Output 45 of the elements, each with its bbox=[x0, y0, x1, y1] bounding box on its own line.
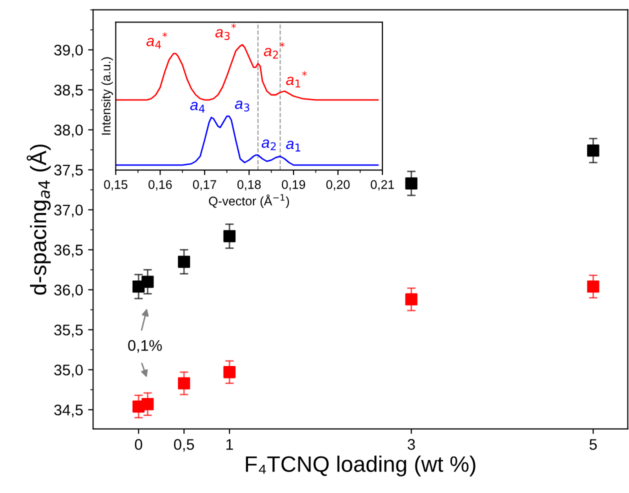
point bbox=[587, 144, 600, 157]
point bbox=[142, 398, 154, 410]
annotation: a$_{2}$ bbox=[262, 139, 276, 150]
y-axis-title: Intensity (a.u.) bbox=[101, 57, 113, 135]
annotation: a$_{4}$$^{*}$ bbox=[146, 32, 168, 49]
point bbox=[223, 230, 236, 242]
point bbox=[405, 177, 418, 190]
annotation: a$_{1}$$^{*}$ bbox=[286, 71, 307, 88]
x-tick-label: 0,15 bbox=[104, 180, 128, 190]
y-tick-label: 35,5 bbox=[54, 324, 83, 338]
annotation: a$_{4}$ bbox=[190, 102, 205, 113]
x-tick-label: 3 bbox=[408, 439, 415, 450]
point bbox=[178, 377, 190, 390]
x-tick-label: 0,17 bbox=[192, 180, 216, 190]
y-tick-label: 37,5 bbox=[54, 164, 83, 178]
x-tick-label: 0 bbox=[134, 439, 142, 450]
annotation: 0,1% bbox=[128, 340, 162, 353]
y-tick-label: 35,0 bbox=[54, 364, 83, 378]
y-tick-label: 38,0 bbox=[54, 124, 83, 138]
x-tick-label: 0,21 bbox=[370, 180, 394, 190]
y-axis-title: d-spacing$_{a4}$ (Å) bbox=[26, 144, 51, 295]
annotation: a$_{3}$ bbox=[234, 100, 250, 112]
annotation: a$_{2}$$^{*}$ bbox=[264, 42, 285, 59]
annotation: a$_{1}$ bbox=[286, 140, 300, 152]
x-tick-label: 0,5 bbox=[174, 439, 194, 452]
point bbox=[405, 293, 418, 306]
point bbox=[142, 276, 154, 288]
y-tick-label: 36,0 bbox=[54, 284, 83, 298]
x-tick-label: 0,16 bbox=[148, 180, 172, 190]
point bbox=[178, 256, 190, 268]
x-axis-title: F₄TCNQ loading (wt %) bbox=[246, 456, 476, 476]
x-tick-label: 0,19 bbox=[282, 180, 306, 190]
x-tick-label: 1 bbox=[226, 439, 233, 450]
y-tick-label: 34,5 bbox=[54, 404, 83, 418]
annotation: a$_{3}$$^{*}$ bbox=[215, 24, 236, 40]
x-axis-title: Q-vector (Å$^{−1}$) bbox=[208, 194, 289, 208]
y-tick-label: 36,5 bbox=[54, 244, 83, 258]
y-tick-label: 39,0 bbox=[54, 44, 83, 58]
y-tick-label: 37,0 bbox=[54, 204, 83, 218]
x-tick-label: 0,18 bbox=[237, 180, 261, 190]
point bbox=[587, 280, 600, 293]
x-tick-label: 0,20 bbox=[326, 180, 350, 190]
y-tick-label: 38,5 bbox=[54, 84, 83, 98]
point bbox=[223, 366, 236, 378]
x-tick-label: 5 bbox=[590, 439, 597, 450]
